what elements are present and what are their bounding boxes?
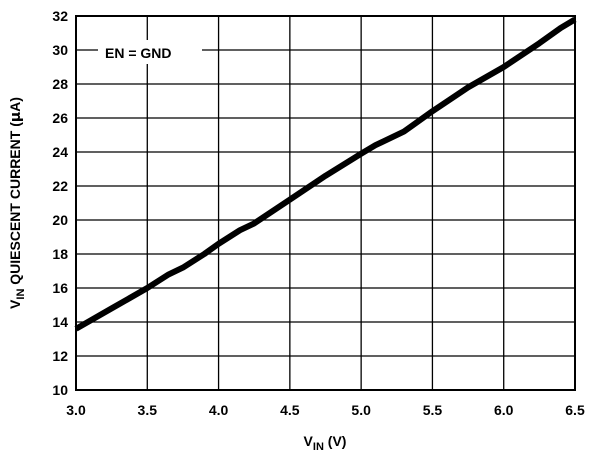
y-tick-labels: 10 12 14 16 18 20 22 24 26 28 30 32 bbox=[52, 8, 68, 398]
y-tick-label: 20 bbox=[52, 212, 68, 228]
y-tick-label: 30 bbox=[52, 42, 68, 58]
y-axis-label: VIN QUIESCENT CURRENT (µA) bbox=[7, 97, 27, 309]
series-layer bbox=[74, 16, 577, 332]
grid-lines bbox=[76, 16, 575, 390]
y-tick-label: 24 bbox=[52, 144, 68, 160]
y-axis-label-main: V bbox=[7, 299, 23, 309]
y-axis-label-unit: A) bbox=[7, 97, 23, 112]
series-line-quiescent-current bbox=[74, 16, 577, 332]
y-tick-label: 22 bbox=[52, 178, 68, 194]
x-tick-label: 4.0 bbox=[209, 402, 229, 418]
annotation-en-gnd: EN = GND bbox=[105, 45, 172, 61]
x-axis-label: VIN (V) bbox=[304, 433, 347, 453]
y-tick-label: 14 bbox=[52, 314, 68, 330]
annotation-group: EN = GND bbox=[98, 40, 202, 64]
annotation-background bbox=[98, 40, 202, 64]
y-tick-label: 32 bbox=[52, 8, 68, 24]
x-axis-label-unit: (V) bbox=[324, 433, 347, 449]
x-tick-label: 4.5 bbox=[280, 402, 300, 418]
x-axis-label-main: V bbox=[304, 433, 314, 449]
x-tick-labels: 3.0 3.5 4.0 4.5 5.0 5.5 6.0 6.5 bbox=[66, 402, 585, 418]
x-tick-label: 3.5 bbox=[138, 402, 158, 418]
y-tick-label: 26 bbox=[52, 110, 68, 126]
x-axis-label-subscript: IN bbox=[313, 441, 324, 453]
x-tick-label: 3.0 bbox=[66, 402, 86, 418]
y-axis-label-subscript: IN bbox=[15, 289, 27, 300]
x-tick-label: 6.5 bbox=[565, 402, 585, 418]
y-tick-label: 12 bbox=[52, 348, 68, 364]
y-tick-label: 10 bbox=[52, 382, 68, 398]
y-tick-label: 18 bbox=[52, 246, 68, 262]
y-tick-label: 16 bbox=[52, 280, 68, 296]
x-tick-label: 6.0 bbox=[494, 402, 514, 418]
x-tick-label: 5.0 bbox=[351, 402, 371, 418]
plot-frame bbox=[75, 15, 576, 391]
y-axis-label-micro: µ bbox=[8, 112, 24, 122]
x-tick-label: 5.5 bbox=[423, 402, 443, 418]
y-axis-label-text: QUIESCENT CURRENT ( bbox=[7, 122, 23, 289]
y-tick-label: 28 bbox=[52, 76, 68, 92]
